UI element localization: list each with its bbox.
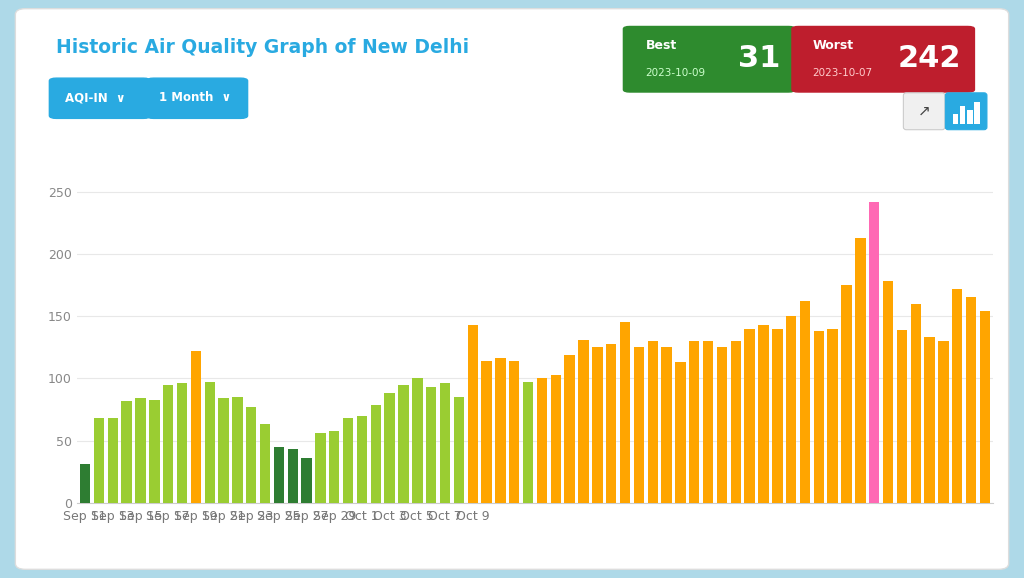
Bar (786, 316, 797, 503)
Bar (94, 418, 104, 503)
Bar (827, 328, 838, 503)
Bar (496, 358, 506, 503)
Bar (108, 418, 118, 503)
Bar (592, 347, 602, 503)
Text: 242: 242 (897, 43, 961, 72)
Bar (509, 361, 519, 503)
Bar (910, 303, 921, 503)
Text: 31: 31 (738, 43, 780, 72)
Bar (702, 341, 714, 503)
Bar (967, 110, 973, 124)
Bar (356, 416, 368, 503)
Bar (190, 351, 201, 503)
Bar (301, 458, 311, 503)
Bar (689, 341, 699, 503)
Text: ↗: ↗ (918, 104, 931, 118)
Bar (897, 330, 907, 503)
FancyBboxPatch shape (792, 27, 975, 92)
Text: 1 Month  ∨: 1 Month ∨ (160, 91, 231, 104)
Bar (273, 447, 284, 503)
Bar (80, 464, 90, 503)
Bar (523, 382, 534, 503)
Bar (371, 405, 381, 503)
Bar (662, 347, 672, 503)
Bar (974, 102, 980, 124)
Bar (564, 355, 574, 503)
Text: AQI-IN  ∨: AQI-IN ∨ (66, 91, 126, 104)
Bar (440, 383, 451, 503)
Text: Historic Air Quality Graph of New Delhi: Historic Air Quality Graph of New Delhi (56, 38, 469, 57)
FancyBboxPatch shape (945, 93, 987, 129)
Bar (952, 114, 958, 124)
Bar (938, 341, 948, 503)
Bar (959, 106, 966, 124)
Bar (468, 325, 478, 503)
Bar (454, 397, 464, 503)
Text: 2023-10-07: 2023-10-07 (812, 68, 872, 77)
Bar (205, 382, 215, 503)
Text: Worst: Worst (812, 39, 853, 53)
Bar (647, 341, 657, 503)
Bar (288, 449, 298, 503)
Bar (481, 361, 492, 503)
Bar (966, 298, 976, 503)
Bar (426, 387, 436, 503)
Bar (398, 384, 409, 503)
Bar (246, 407, 256, 503)
Bar (537, 379, 547, 503)
Bar (883, 281, 893, 503)
Bar (675, 362, 686, 503)
Bar (620, 323, 630, 503)
Bar (800, 301, 810, 503)
Bar (925, 338, 935, 503)
Bar (122, 401, 132, 503)
Bar (260, 424, 270, 503)
Bar (329, 431, 340, 503)
Bar (855, 238, 865, 503)
Bar (163, 384, 173, 503)
Bar (980, 311, 990, 503)
Bar (579, 340, 589, 503)
FancyBboxPatch shape (903, 93, 945, 129)
Bar (730, 341, 741, 503)
FancyBboxPatch shape (624, 27, 795, 92)
Text: Best: Best (645, 39, 677, 53)
Bar (551, 375, 561, 503)
Bar (135, 398, 145, 503)
Bar (413, 379, 423, 503)
Bar (315, 433, 326, 503)
Bar (343, 418, 353, 503)
Bar (772, 328, 782, 503)
Bar (634, 347, 644, 503)
Bar (952, 289, 963, 503)
Bar (177, 383, 187, 503)
FancyBboxPatch shape (49, 78, 151, 118)
Bar (218, 398, 228, 503)
Bar (717, 347, 727, 503)
Bar (842, 285, 852, 503)
Bar (744, 328, 755, 503)
Bar (232, 397, 243, 503)
Bar (759, 325, 769, 503)
Bar (606, 343, 616, 503)
Bar (814, 331, 824, 503)
Text: 2023-10-09: 2023-10-09 (645, 68, 706, 77)
Bar (384, 393, 395, 503)
Bar (150, 399, 160, 503)
FancyBboxPatch shape (146, 78, 248, 118)
Bar (869, 202, 880, 503)
